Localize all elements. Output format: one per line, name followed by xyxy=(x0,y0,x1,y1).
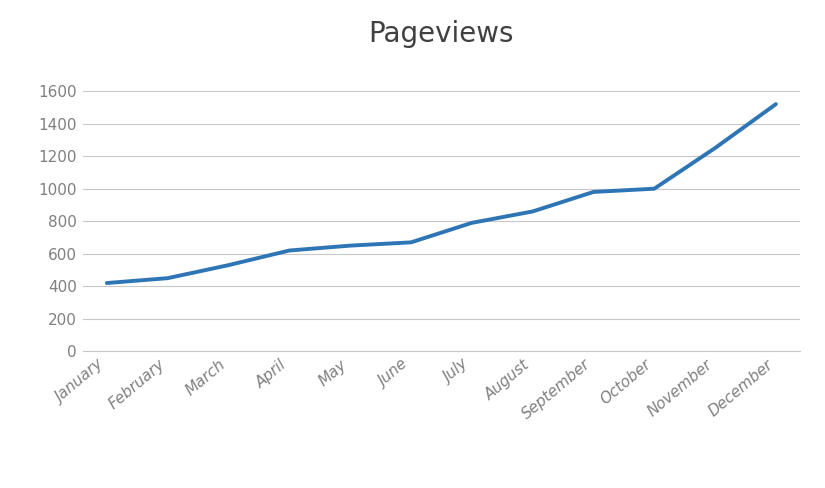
Title: Pageviews: Pageviews xyxy=(369,20,514,48)
